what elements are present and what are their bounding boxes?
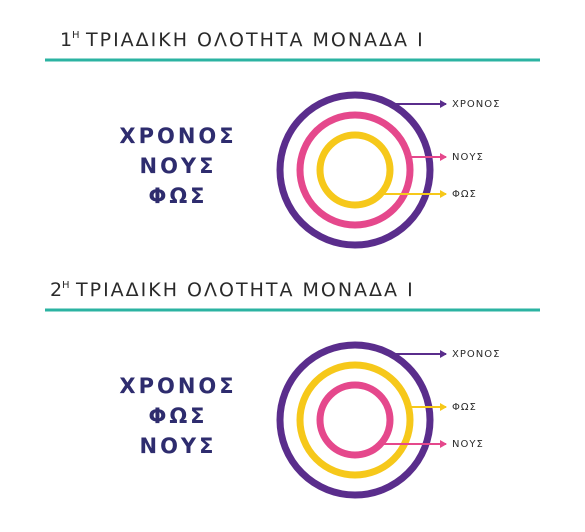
ring-label: ΧΡΟΝΟΣ: [452, 349, 500, 360]
section-title: ΤΡΙΑΔΙΚΗ ΟΛΟΤΗΤΑ ΜΟΝΑΔΑ Ι: [75, 279, 415, 301]
word: ΦΩΣ: [148, 184, 207, 208]
ordinal: 2: [50, 279, 64, 301]
word: ΧΡΟΝΟΣ: [119, 124, 236, 148]
ring: [296, 111, 414, 229]
ring-label: ΦΩΣ: [452, 402, 477, 413]
word: ΧΡΟΝΟΣ: [119, 374, 236, 398]
ring: [276, 91, 434, 249]
word: ΦΩΣ: [148, 404, 207, 428]
ordinal-suffix: Η: [72, 30, 80, 41]
word: ΝΟΥΣ: [140, 434, 217, 458]
ordinal-suffix: Η: [62, 280, 70, 291]
ordinal: 1: [60, 29, 74, 51]
ring-label: ΝΟΥΣ: [452, 152, 484, 163]
ring: [316, 381, 394, 459]
ring: [296, 361, 414, 479]
ring-label: ΝΟΥΣ: [452, 439, 484, 450]
ring-label: ΧΡΟΝΟΣ: [452, 99, 500, 110]
ring: [316, 131, 394, 209]
ring-label: ΦΩΣ: [452, 189, 477, 200]
ring: [276, 341, 434, 499]
section-title: ΤΡΙΑΔΙΚΗ ΟΛΟΤΗΤΑ ΜΟΝΑΔΑ Ι: [85, 29, 425, 51]
word: ΝΟΥΣ: [140, 154, 217, 178]
